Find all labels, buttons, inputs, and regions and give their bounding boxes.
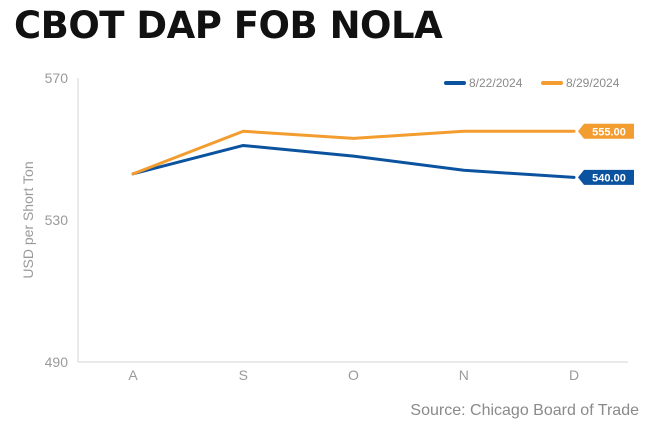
x-tick-label: S [239, 367, 248, 383]
end-value-label: 555.00 [592, 126, 626, 138]
end-value-label: 540.00 [592, 172, 626, 184]
end-value-tag [578, 123, 634, 139]
legend-label-1: 8/29/2024 [566, 76, 620, 90]
x-tick-label: N [459, 367, 469, 383]
series-line-1 [131, 129, 576, 176]
series-line-0 [131, 143, 576, 179]
line-chart: USD per Short Ton 570 530 490 A S O N D 540.00… [20, 70, 634, 383]
y-tick-label: 490 [45, 354, 69, 370]
y-tick-label: 530 [45, 212, 69, 228]
x-tick-label: D [569, 367, 579, 383]
x-tick-label: O [348, 367, 359, 383]
end-value-tag [578, 169, 634, 185]
y-tick-label: 570 [45, 70, 69, 86]
chart-title: CBOT DAP FOB NOLA [14, 4, 443, 47]
x-tick-label: A [128, 367, 138, 383]
y-axis-label: USD per Short Ton [20, 161, 36, 278]
legend-label-0: 8/22/2024 [469, 76, 523, 90]
source-note: Source: Chicago Board of Trade [410, 402, 639, 419]
